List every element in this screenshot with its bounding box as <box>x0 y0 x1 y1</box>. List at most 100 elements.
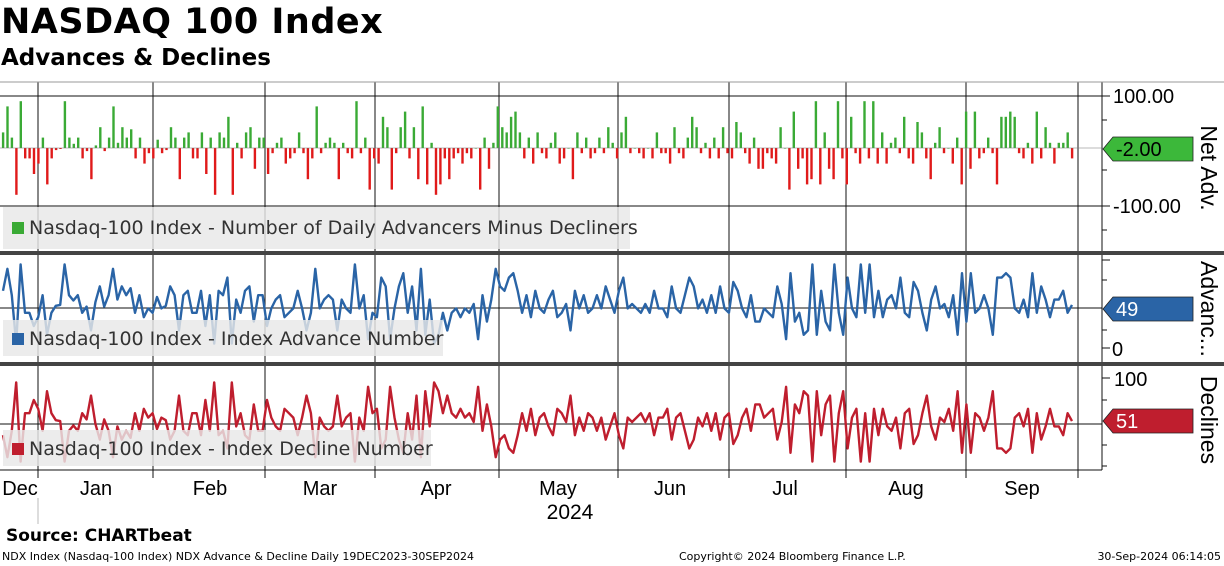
net-bar <box>580 148 583 154</box>
net-bar <box>1022 148 1025 159</box>
net-bar <box>978 148 981 159</box>
net-bar <box>492 142 495 148</box>
net-bar <box>788 148 791 190</box>
net-bar <box>642 148 645 159</box>
net-bar <box>925 148 928 159</box>
net-bar <box>536 132 539 148</box>
net-bar <box>359 148 363 154</box>
net-bar <box>434 148 438 195</box>
net-bar <box>350 148 354 159</box>
net-bar <box>598 137 601 148</box>
net-bar <box>280 137 283 148</box>
net-bar <box>196 148 199 159</box>
net-bar <box>289 148 292 159</box>
net-bar <box>275 142 279 148</box>
net-bar <box>907 148 910 159</box>
net-bar <box>125 137 128 148</box>
net-bar <box>306 148 310 180</box>
net-bar <box>439 148 442 185</box>
net-bar <box>395 148 398 154</box>
net-bar <box>328 137 332 148</box>
legend-label: Nasdaq-100 Index - Index Advance Number <box>29 328 444 350</box>
net-bar <box>823 132 826 148</box>
chart-title: NASDAQ 100 Index <box>1 2 384 42</box>
net-bar <box>94 145 98 148</box>
net-bar <box>200 132 204 148</box>
last-value-label: -2.00 <box>1116 139 1162 161</box>
net-bar <box>1048 142 1052 148</box>
net-bar <box>302 148 305 154</box>
net-bar <box>509 116 513 148</box>
net-bar <box>483 137 486 148</box>
net-bar <box>660 148 663 154</box>
net-bar <box>121 127 124 148</box>
panel-separator <box>0 362 1224 366</box>
net-bar <box>964 111 968 148</box>
net-bar <box>929 148 932 180</box>
net-bar <box>297 132 301 148</box>
net-bar <box>231 148 234 195</box>
last-value-tag <box>1102 296 1194 322</box>
net-bar <box>54 148 58 151</box>
net-bar <box>814 101 818 148</box>
net-bar <box>593 148 597 154</box>
net-bar <box>757 148 760 169</box>
net-bar <box>810 148 813 180</box>
net-bar <box>766 148 769 154</box>
net-bar <box>72 143 75 148</box>
net-bar <box>377 148 380 164</box>
last-value-tag <box>1102 136 1194 162</box>
net-bar <box>739 132 742 148</box>
net-bar <box>615 148 619 159</box>
x-tick-label: Sep <box>1004 478 1040 500</box>
net-bar <box>673 127 676 148</box>
net-bar <box>116 142 120 148</box>
net-bar <box>41 137 45 148</box>
net-bar <box>249 127 252 148</box>
net-bar <box>426 148 429 185</box>
net-bar <box>465 148 469 154</box>
net-bar <box>638 148 641 154</box>
net-bar <box>456 148 460 154</box>
last-value-label: 49 <box>1116 299 1138 321</box>
net-bar <box>218 132 221 148</box>
legend-swatch <box>12 443 24 455</box>
net-bar <box>819 148 822 185</box>
net-bar <box>677 148 681 154</box>
net-bar <box>373 148 376 159</box>
net-bar <box>311 148 314 159</box>
x-year-label: 2024 <box>547 501 594 524</box>
net-bar <box>46 148 49 185</box>
panel-separator <box>0 251 1224 255</box>
net-bar <box>527 137 530 148</box>
x-tick-label: Dec <box>2 478 38 500</box>
net-bar <box>629 148 632 154</box>
legend-box <box>3 430 431 466</box>
net-bar <box>68 137 71 148</box>
net-bar <box>90 148 93 180</box>
net-bar <box>708 148 712 159</box>
net-bar <box>505 132 508 148</box>
net-bar <box>213 148 217 195</box>
net-bar <box>346 148 349 154</box>
net-bar <box>589 148 592 159</box>
advance-line <box>1 263 1074 345</box>
net-bar <box>152 148 155 159</box>
net-bar <box>19 101 22 148</box>
net-bar <box>262 137 265 148</box>
net-bar <box>448 148 451 180</box>
net-bar <box>107 137 111 148</box>
net-bar <box>165 148 168 151</box>
net-bar <box>421 106 424 148</box>
net-bar <box>827 148 831 169</box>
net-bar <box>15 148 18 195</box>
net-bar <box>99 127 102 148</box>
net-bar <box>1004 116 1007 148</box>
net-bar <box>1009 111 1012 148</box>
net-bar <box>779 127 782 148</box>
net-bar <box>452 148 455 159</box>
net-bar <box>576 132 579 148</box>
net-bar <box>1017 148 1021 154</box>
net-bar <box>1070 148 1074 159</box>
